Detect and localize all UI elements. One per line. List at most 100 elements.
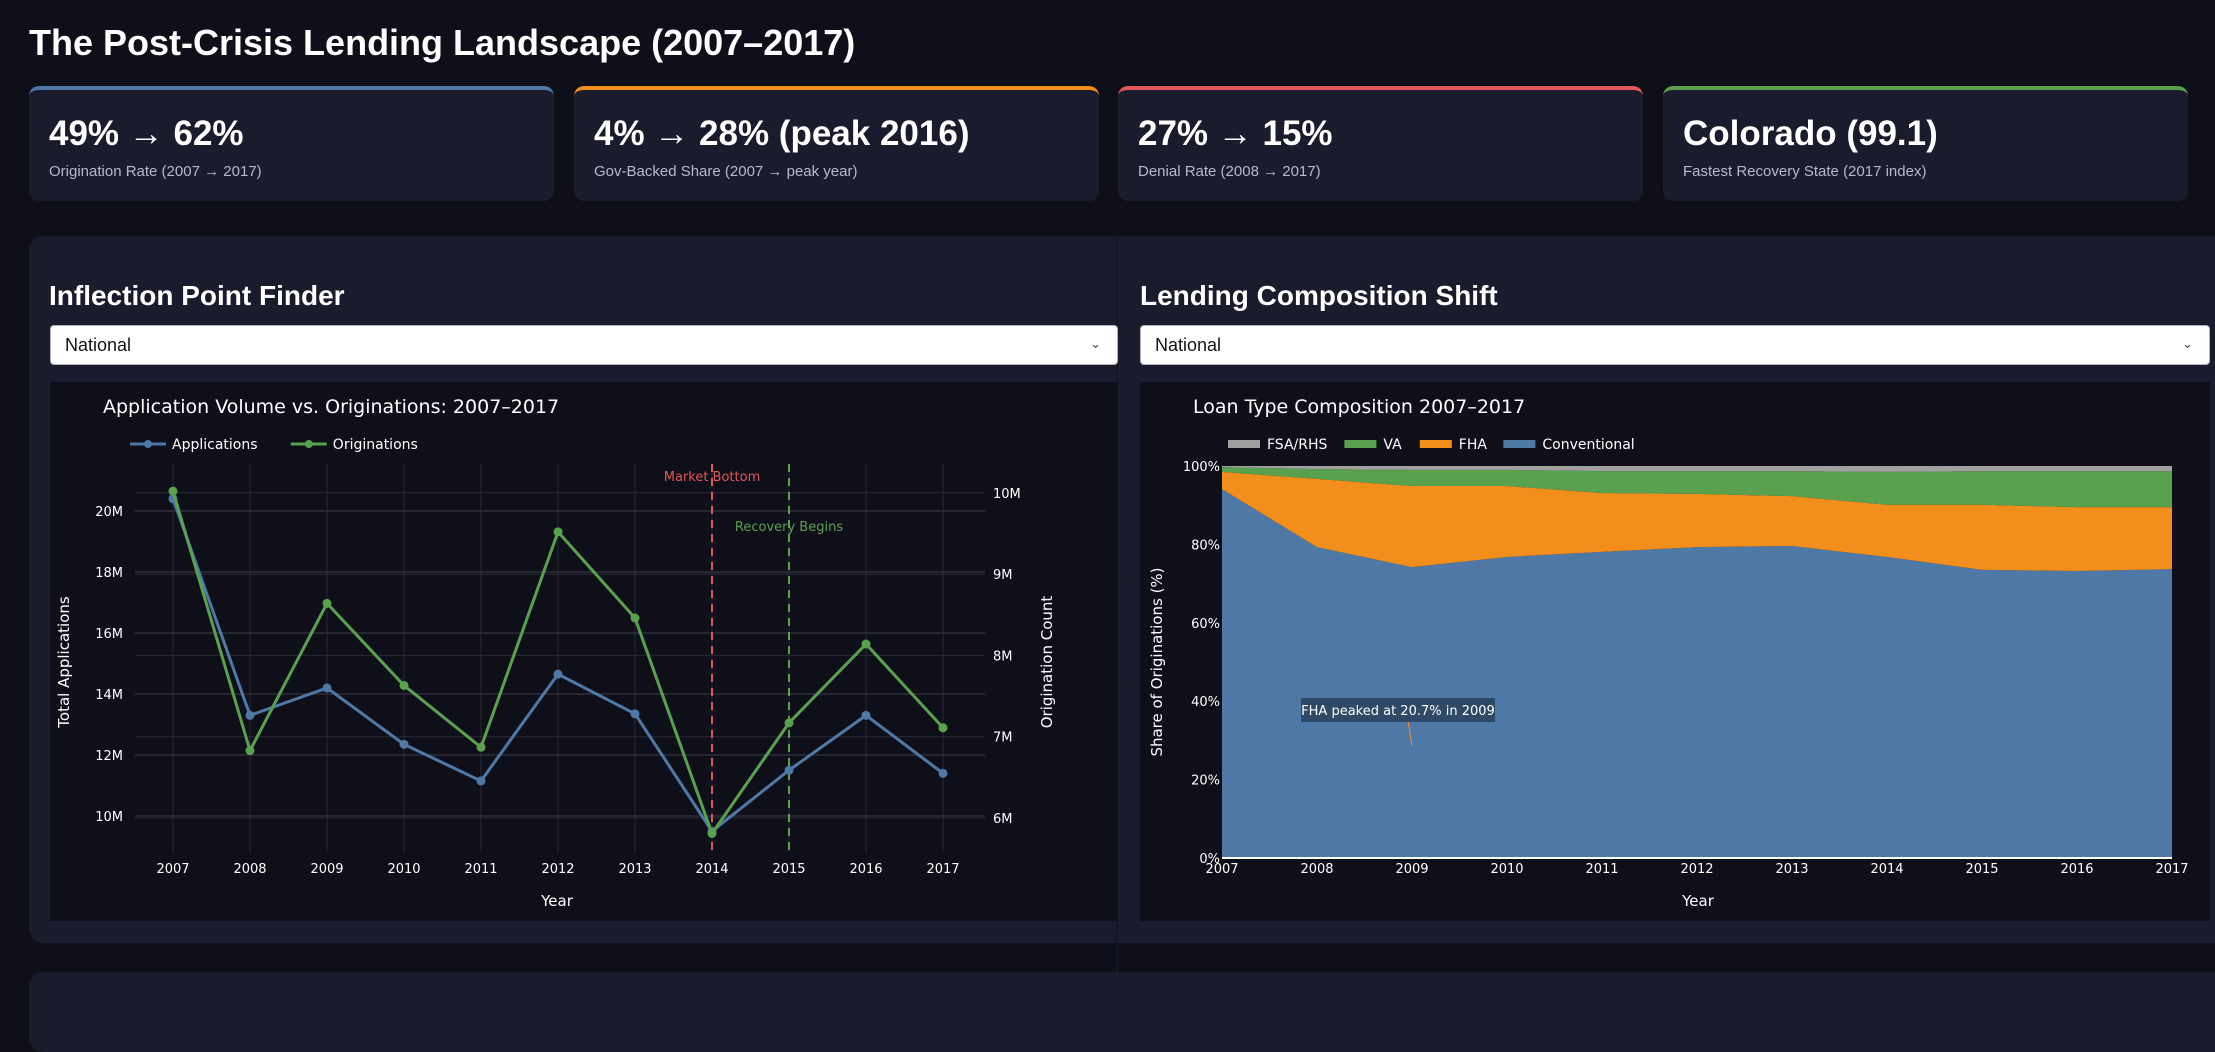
area-fsa-rhs [1222,466,2172,472]
data-point-originations [399,680,409,690]
section-title-inflection: Inflection Point Finder [49,280,345,311]
x-tick-label: 2013 [1775,862,1808,877]
legend-label-applications: Applications [172,437,258,453]
x-tick-label: 2011 [464,862,497,877]
x-tick-label: 2016 [849,862,882,877]
data-point-originations [938,723,948,733]
kpi-value: 27% → 15% [1138,114,1333,153]
y-tick-label: 20M [95,505,123,520]
x-tick-label: 2012 [541,862,574,877]
x-tick-label: 2017 [926,862,959,877]
area-chart-container: Loan Type Composition 2007–2017 FSA/RHS VA… [1140,382,2210,921]
x-tick-label: 2011 [1585,862,1618,877]
bottom-panel [29,972,2215,1052]
data-point-applications [399,739,409,749]
annotation-box [1301,698,1495,722]
section-title-composition: Lending Composition Shift [1140,280,1498,311]
annotation-arrow [1407,720,1413,747]
y2-tick-label: 8M [993,649,1013,664]
y2-tick-label: 6M [993,812,1013,827]
y-tick-label: 100% [1183,460,1220,475]
x-tick-label: 2016 [2060,862,2093,877]
line-chart: Application Volume vs. Originations: 200… [55,396,1056,910]
x-tick-label: 2007 [1205,862,1238,877]
data-point-applications [245,710,255,720]
y-tick-label: 18M [95,566,123,581]
data-point-applications [861,710,871,720]
legend-label-conventional: Conventional [1542,437,1634,453]
kpi-card-origination-rate: 49% → 62% Origination Rate (2007 → 2017) [29,86,554,201]
region-select-composition[interactable]: National ⌄ [1140,325,2210,365]
x-tick-label: 2010 [387,862,420,877]
y-tick-label: 0% [1199,852,1220,867]
kpi-label: Gov-Backed Share (2007 → peak year) [594,163,858,180]
data-point-applications [938,768,948,778]
data-point-originations [784,718,794,728]
kpi-card-denial-rate: 27% → 15% Denial Rate (2008 → 2017) [1118,86,1643,201]
y2-tick-label: 9M [993,568,1013,583]
kpi-value: 49% → 62% [49,114,244,153]
data-point-applications [630,709,640,719]
legend-swatch-fha [1419,440,1452,448]
x-tick-label: 2017 [2155,862,2188,877]
legend-swatch-va [1344,440,1377,448]
x-tick-label: 2008 [1300,862,1333,877]
legend-label-fha: FHA [1459,437,1488,453]
area-chart: Loan Type Composition 2007–2017 FSA/RHS VA… [1148,396,2189,910]
chevron-down-icon: ⌄ [1090,336,1101,351]
annotation-label: FHA peaked at 20.7% in 2009 [1301,704,1495,719]
data-point-originations [245,746,255,756]
region-select-inflection[interactable]: National ⌄ [50,325,1118,365]
legend-marker-applications [144,440,152,448]
data-point-originations [168,486,178,496]
x-tick-label: 2015 [772,862,805,877]
legend-swatch-fsa-rhs [1228,440,1260,448]
data-point-originations [630,613,640,623]
x-tick-label: 2013 [618,862,651,877]
chevron-down-icon: ⌄ [2182,336,2193,351]
data-point-originations [322,598,332,608]
legend-swatch-conventional [1503,440,1536,448]
area-va [1222,467,2172,508]
annotation-label: Recovery Begins [735,520,843,535]
y-tick-label: 10M [95,810,123,825]
select-value: National [65,335,132,355]
y-tick-label: 12M [95,749,123,764]
x-tick-label: 2010 [1490,862,1523,877]
y-tick-label: 14M [95,688,123,703]
data-point-originations [861,639,871,649]
x-tick-label: 2007 [156,862,189,877]
y-tick-label: 60% [1191,617,1220,632]
y2-tick-label: 10M [993,487,1021,502]
y-tick-label: 20% [1191,774,1220,789]
y2-axis-title: Origination Count [1038,596,1056,729]
data-point-originations [707,828,717,838]
annotation-label: Market Bottom [664,470,761,485]
page-title: The Post-Crisis Lending Landscape (2007–… [29,22,856,63]
x-tick-label: 2015 [1965,862,1998,877]
x-tick-label: 2009 [310,862,343,877]
x-tick-label: 2014 [1870,862,1903,877]
kpi-card-gov-backed-share: 4% → 28% (peak 2016) Gov-Backed Share (2… [574,86,1099,201]
data-point-applications [784,765,794,775]
y-tick-label: 80% [1191,538,1220,553]
y-tick-label: 16M [95,627,123,642]
line-chart-container: Application Volume vs. Originations: 200… [50,382,1118,921]
kpi-label: Origination Rate (2007 → 2017) [49,163,262,180]
x-tick-label: 2012 [1680,862,1713,877]
legend-label-originations: Originations [333,437,418,453]
data-point-applications [476,776,486,786]
legend-label-va: VA [1383,437,1402,453]
y-axis-title: Share of Originations (%) [1148,567,1166,756]
y-tick-label: 40% [1191,695,1220,710]
x-axis-title: Year [1681,892,1715,910]
x-tick-label: 2009 [1395,862,1428,877]
data-point-applications [553,669,563,679]
y2-tick-label: 7M [993,731,1013,746]
area-fha [1222,471,2172,572]
x-tick-label: 2014 [695,862,728,877]
kpi-label: Denial Rate (2008 → 2017) [1138,163,1321,180]
kpi-label: Fastest Recovery State (2017 index) [1683,163,1927,180]
chart-title: Loan Type Composition 2007–2017 [1193,396,1525,418]
legend-marker-originations [304,440,313,448]
